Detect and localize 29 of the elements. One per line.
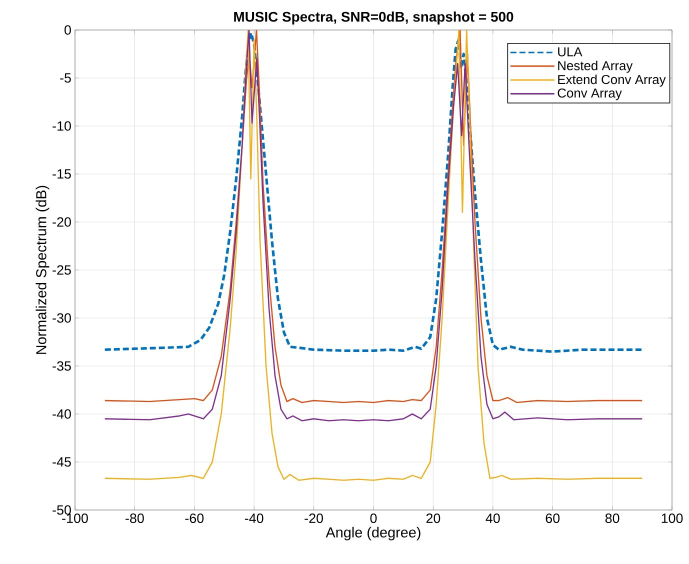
y-tick-label: -40	[52, 409, 71, 419]
x-tick-label: -40	[244, 514, 264, 524]
x-tick-label: 60	[546, 514, 560, 524]
y-tick-label: -35	[52, 361, 71, 371]
chart-title: MUSIC Spectra, SNR=0dB, snapshot = 500	[234, 11, 514, 24]
y-tick-label: -5	[60, 73, 71, 83]
x-tick-label: 20	[426, 514, 440, 524]
y-tick-label: -30	[52, 313, 71, 323]
x-tick-label: -100	[62, 514, 88, 524]
x-tick-label: 0	[370, 514, 377, 524]
legend-label: Nested Array	[558, 60, 633, 73]
y-tick-label: -15	[52, 169, 71, 179]
y-tick-label: -25	[52, 265, 71, 275]
x-tick-label: -20	[304, 514, 323, 524]
x-tick-label: -60	[185, 514, 204, 524]
x-tick-label: 100	[662, 514, 683, 524]
legend-label: Extend Conv Array	[558, 74, 666, 87]
y-tick-label: -50	[52, 505, 71, 515]
y-tick-label: 0	[64, 25, 71, 35]
y-tick-label: -20	[52, 217, 71, 227]
legend-label: Conv Array	[558, 88, 622, 100]
x-tick-label: 40	[486, 514, 500, 524]
y-tick-label: -10	[52, 121, 71, 131]
y-axis-title: Normalized Spectrum (dB)	[36, 186, 50, 354]
x-axis-title: Angle (degree)	[326, 526, 420, 540]
legend-label: ULA	[558, 47, 582, 56]
x-tick-label: -80	[126, 514, 144, 524]
x-tick-label: 80	[605, 514, 620, 524]
y-tick-label: -45	[52, 457, 71, 467]
